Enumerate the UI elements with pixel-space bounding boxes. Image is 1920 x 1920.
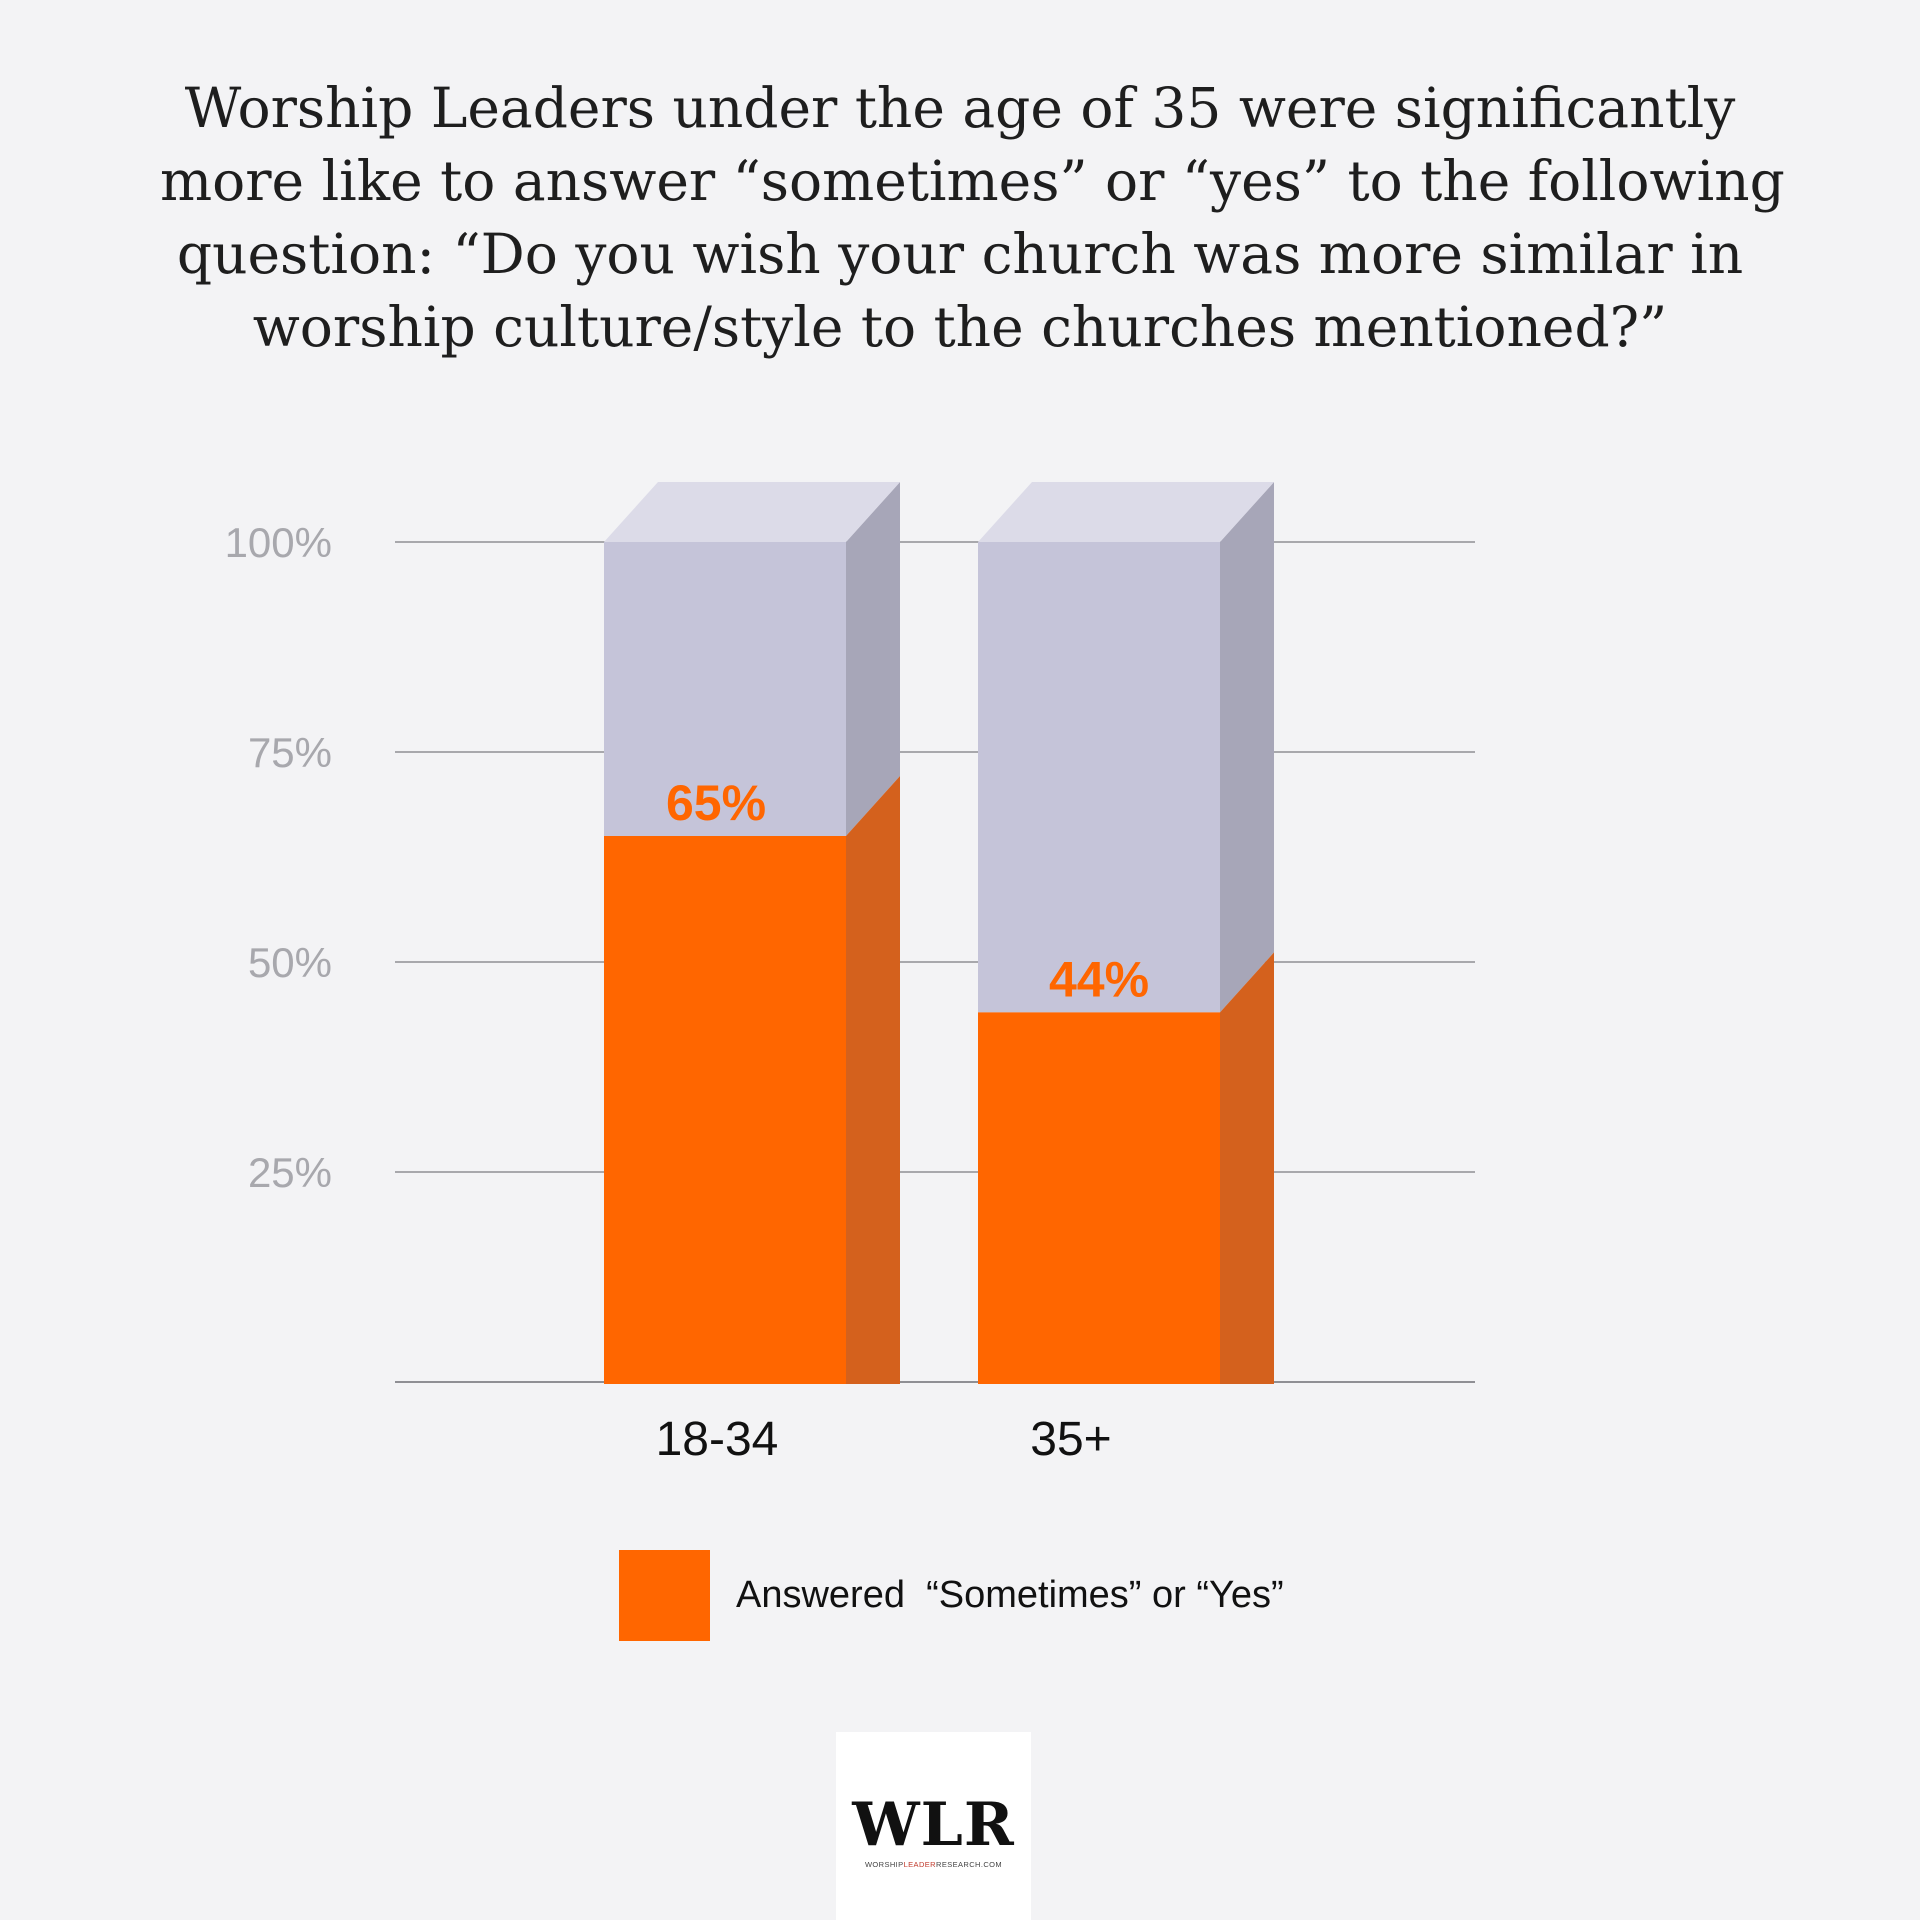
logo-url-pre: WORSHIP: [864, 1860, 904, 1869]
bars: [604, 482, 1274, 1384]
y-axis-ticks: 25% 50% 75% 100%: [225, 519, 332, 1196]
title-line-1: Worship Leaders under the age of 35 were…: [184, 76, 1736, 140]
bar-group-18-34: [604, 482, 900, 1384]
data-labels: 65% 44%: [666, 775, 1149, 1007]
bar-answered-front-18-34: [604, 836, 846, 1384]
legend: Answered “Sometimes” or “Yes”: [619, 1550, 1284, 1641]
ytick-label-50: 50%: [248, 939, 332, 986]
data-label-18-34: 65%: [666, 775, 766, 831]
wlr-logo: WLR WORSHIPLEADERRESEARCH.COM: [836, 1732, 1031, 1920]
bar-group-35: [978, 482, 1274, 1384]
logo-url: WORSHIPLEADERRESEARCH.COM: [836, 1860, 1031, 1869]
bar-remainder-side-35: [1220, 482, 1274, 1013]
logo-url-accent: LEADER: [903, 1860, 936, 1869]
title-line-3: question: “Do you wish your church was m…: [176, 222, 1744, 286]
xtick-label-18-34: 18-34: [656, 1413, 779, 1466]
title-line-2: more like to answer “sometimes” or “yes”…: [160, 149, 1785, 213]
bar-remainder-side-18-34: [846, 482, 900, 836]
bar-answered-side-18-34: [846, 776, 900, 1384]
bar-answered-side-35: [1220, 952, 1274, 1384]
bar-remainder-front-35: [978, 542, 1220, 1013]
ytick-label-25: 25%: [248, 1149, 332, 1196]
legend-swatch-answered: [619, 1550, 710, 1641]
x-axis-ticks: 18-34 35+: [656, 1413, 1112, 1466]
xtick-label-35: 35+: [1030, 1413, 1111, 1466]
gridlines: [395, 541, 1475, 1383]
bar-remainder-front-18-34: [604, 542, 846, 836]
bar-answered-front-35: [978, 1012, 1220, 1384]
bar-top-face-35: [978, 482, 1274, 542]
title-line-4: worship culture/style to the churches me…: [252, 295, 1668, 359]
legend-label-answered: Answered “Sometimes” or “Yes”: [736, 1574, 1284, 1616]
ytick-label-75: 75%: [248, 729, 332, 776]
logo-url-post: RESEARCH.COM: [936, 1860, 1003, 1869]
chart-title: Worship Leaders under the age of 35 were…: [160, 72, 1785, 364]
data-label-35: 44%: [1049, 951, 1149, 1007]
ytick-label-100: 100%: [225, 519, 332, 566]
bar-top-face-18-34: [604, 482, 900, 542]
logo-mark: WLR: [852, 1790, 1015, 1860]
